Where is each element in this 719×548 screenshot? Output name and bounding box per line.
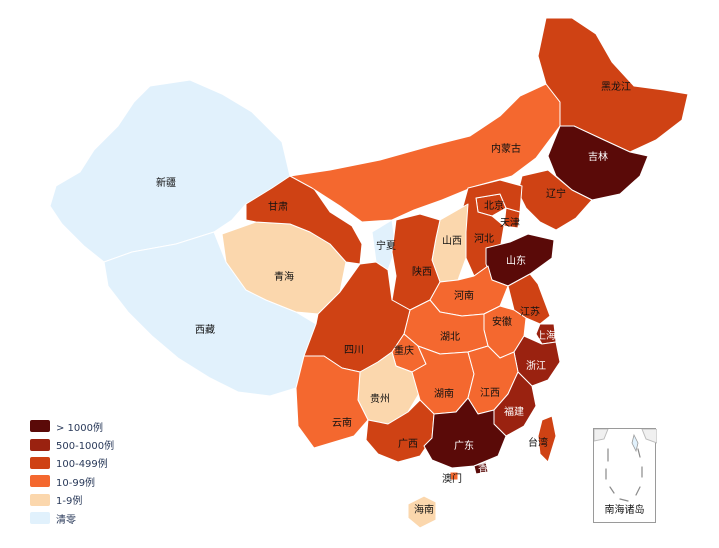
- province-海南[interactable]: [407, 495, 437, 529]
- province-label-重庆: 重庆: [394, 344, 414, 357]
- province-label-青海: 青海: [274, 270, 294, 283]
- province-label-四川: 四川: [344, 345, 364, 356]
- province-辽宁[interactable]: [517, 169, 593, 231]
- legend-swatch: [30, 438, 50, 451]
- province-label-广东: 广东: [454, 439, 474, 452]
- province-label-澳门: 澳门: [442, 472, 462, 485]
- province-广东[interactable]: [423, 397, 507, 469]
- legend-label: 500-1000例: [56, 441, 115, 453]
- province-label-陕西: 陕西: [412, 265, 432, 278]
- legend-label: 清零: [56, 514, 76, 526]
- legend-swatch: [30, 512, 50, 525]
- province-台湾[interactable]: [537, 415, 557, 463]
- province-label-西藏: 西藏: [195, 324, 215, 336]
- province-label-浙江: 浙江: [526, 360, 546, 372]
- province-label-云南: 云南: [332, 416, 352, 429]
- legend-label: > 1000例: [56, 422, 104, 434]
- legend: > 1000例 500-1000例 100-499例 10-99例 1-9例 清…: [30, 417, 114, 527]
- province-label-福建: 福建: [504, 405, 524, 418]
- legend-label: 1-9例: [56, 496, 83, 508]
- legend-label: 100-499例: [56, 459, 108, 471]
- legend-label: 10-99例: [56, 477, 96, 489]
- province-label-山西: 山西: [442, 235, 462, 247]
- province-label-宁夏: 宁夏: [376, 239, 396, 252]
- province-label-台湾: 台湾: [528, 436, 548, 449]
- legend-swatch: [30, 493, 50, 506]
- province-label-黑龙江: 黑龙江: [601, 80, 631, 93]
- legend-item-10-99[interactable]: 10-99例: [30, 472, 114, 490]
- province-label-新疆: 新疆: [156, 176, 176, 189]
- province-label-天津: 天津: [500, 217, 520, 229]
- province-label-贵州: 贵州: [370, 392, 390, 405]
- province-label-湖北: 湖北: [440, 331, 460, 343]
- legend-swatch: [30, 456, 50, 469]
- province-内蒙古[interactable]: [289, 83, 561, 223]
- province-label-香港: 香港: [478, 463, 498, 475]
- province-label-内蒙古: 内蒙古: [491, 142, 521, 155]
- legend-swatch: [30, 420, 50, 433]
- legend-swatch: [30, 475, 50, 488]
- province-label-河南: 河南: [454, 289, 474, 302]
- province-label-湖南: 湖南: [434, 387, 454, 400]
- inset-label: 南海诸岛: [604, 505, 645, 516]
- legend-item-100-499[interactable]: 100-499例: [30, 454, 114, 472]
- province-label-海南: 海南: [414, 503, 434, 516]
- province-云南[interactable]: [295, 355, 369, 449]
- province-label-广西: 广西: [398, 438, 418, 450]
- legend-item-gt1000[interactable]: > 1000例: [30, 417, 114, 435]
- province-label-上海: 上海: [536, 329, 556, 342]
- province-香港[interactable]: [473, 461, 489, 475]
- province-label-河北: 河北: [474, 233, 494, 245]
- province-label-吉林: 吉林: [588, 150, 608, 163]
- legend-item-1-9[interactable]: 1-9例: [30, 491, 114, 509]
- province-label-江苏: 江苏: [520, 305, 540, 318]
- province-label-山东: 山东: [506, 254, 526, 267]
- province-label-安徽: 安徽: [492, 315, 512, 328]
- province-label-辽宁: 辽宁: [546, 187, 566, 200]
- south-china-sea-inset: 南海诸岛: [593, 428, 657, 523]
- province-label-甘肃: 甘肃: [268, 200, 288, 213]
- province-宁夏[interactable]: [371, 219, 397, 271]
- legend-item-clear[interactable]: 清零: [30, 509, 114, 527]
- province-澳门[interactable]: [449, 471, 459, 481]
- legend-item-500-1000[interactable]: 500-1000例: [30, 435, 114, 453]
- south-china-sea-islands-icon: [594, 429, 657, 502]
- province-label-江西: 江西: [480, 387, 500, 399]
- province-吉林[interactable]: [547, 125, 649, 201]
- province-label-北京: 北京: [484, 199, 504, 212]
- province-黑龙江[interactable]: [537, 17, 689, 153]
